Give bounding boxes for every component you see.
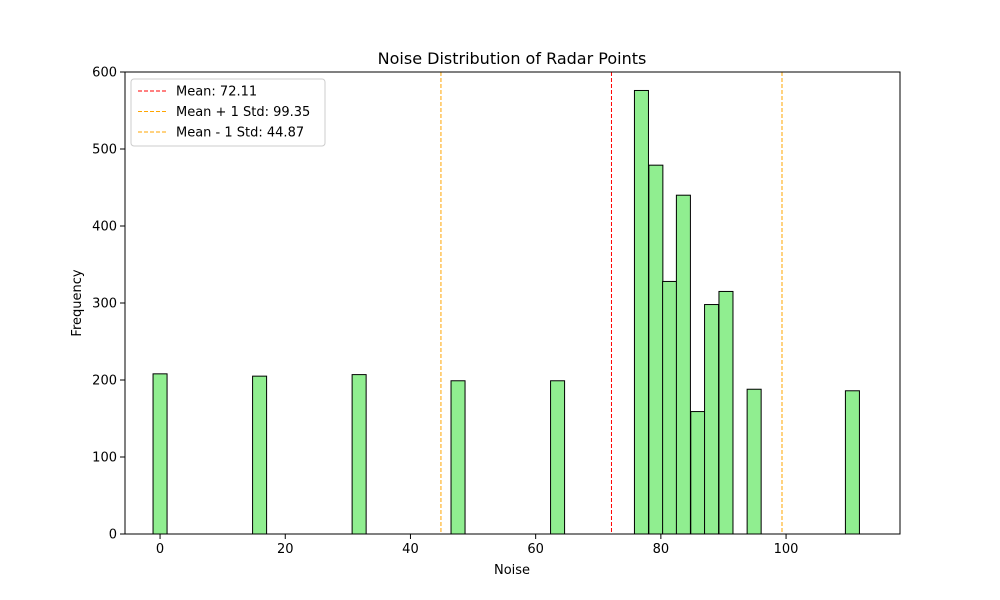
y-tick-label: 0 <box>109 528 117 543</box>
y-tick-label: 200 <box>92 374 117 389</box>
legend-items: Mean: 72.11 Mean + 1 Std: 99.35 Mean - 1 S… <box>138 85 310 141</box>
x-tick-label: 20 <box>277 542 294 557</box>
reference-lines-layer <box>440 72 783 534</box>
legend: Mean: 72.11 Mean + 1 Std: 99.35 Mean - 1 S… <box>130 78 326 147</box>
y-tick-label: 500 <box>92 143 117 158</box>
histogram-bar <box>675 194 691 535</box>
x-tick-label: 100 <box>774 542 799 557</box>
x-axis-ticks: 0 20 40 60 80 100 <box>156 534 799 557</box>
histogram-bar <box>648 164 664 535</box>
legend-label: Mean: 72.11 <box>176 85 257 100</box>
y-tick-label: 600 <box>92 66 117 81</box>
legend-box <box>130 78 326 147</box>
y-axis-title: Frequency <box>70 269 85 336</box>
chart-title: Noise Distribution of Radar Points <box>378 49 647 68</box>
histogram-bar <box>550 380 566 535</box>
y-tick-label: 100 <box>92 451 117 466</box>
y-tick-label: 400 <box>92 220 117 235</box>
histogram-bar <box>152 373 168 535</box>
legend-label: Mean - 1 Std: 44.87 <box>176 126 304 141</box>
histogram-bar <box>844 390 860 535</box>
bars-layer <box>152 89 860 535</box>
histogram-bar <box>450 380 466 535</box>
x-tick-label: 0 <box>156 542 164 557</box>
histogram-bar <box>633 89 649 535</box>
histogram-bar <box>690 411 706 535</box>
x-tick-label: 80 <box>653 542 670 557</box>
histogram-bar <box>662 280 678 535</box>
legend-label: Mean + 1 Std: 99.35 <box>176 105 310 120</box>
histogram-bar <box>704 304 720 535</box>
x-tick-label: 60 <box>527 542 544 557</box>
histogram-bar <box>252 375 268 535</box>
y-tick-label: 300 <box>92 297 117 312</box>
histogram-bar <box>746 388 762 535</box>
x-axis-title: Noise <box>494 563 530 578</box>
y-axis-ticks: 0 100 200 300 400 500 600 <box>92 66 125 543</box>
histogram-bar <box>351 374 367 535</box>
x-tick-label: 40 <box>402 542 419 557</box>
histogram-bar <box>718 290 734 535</box>
